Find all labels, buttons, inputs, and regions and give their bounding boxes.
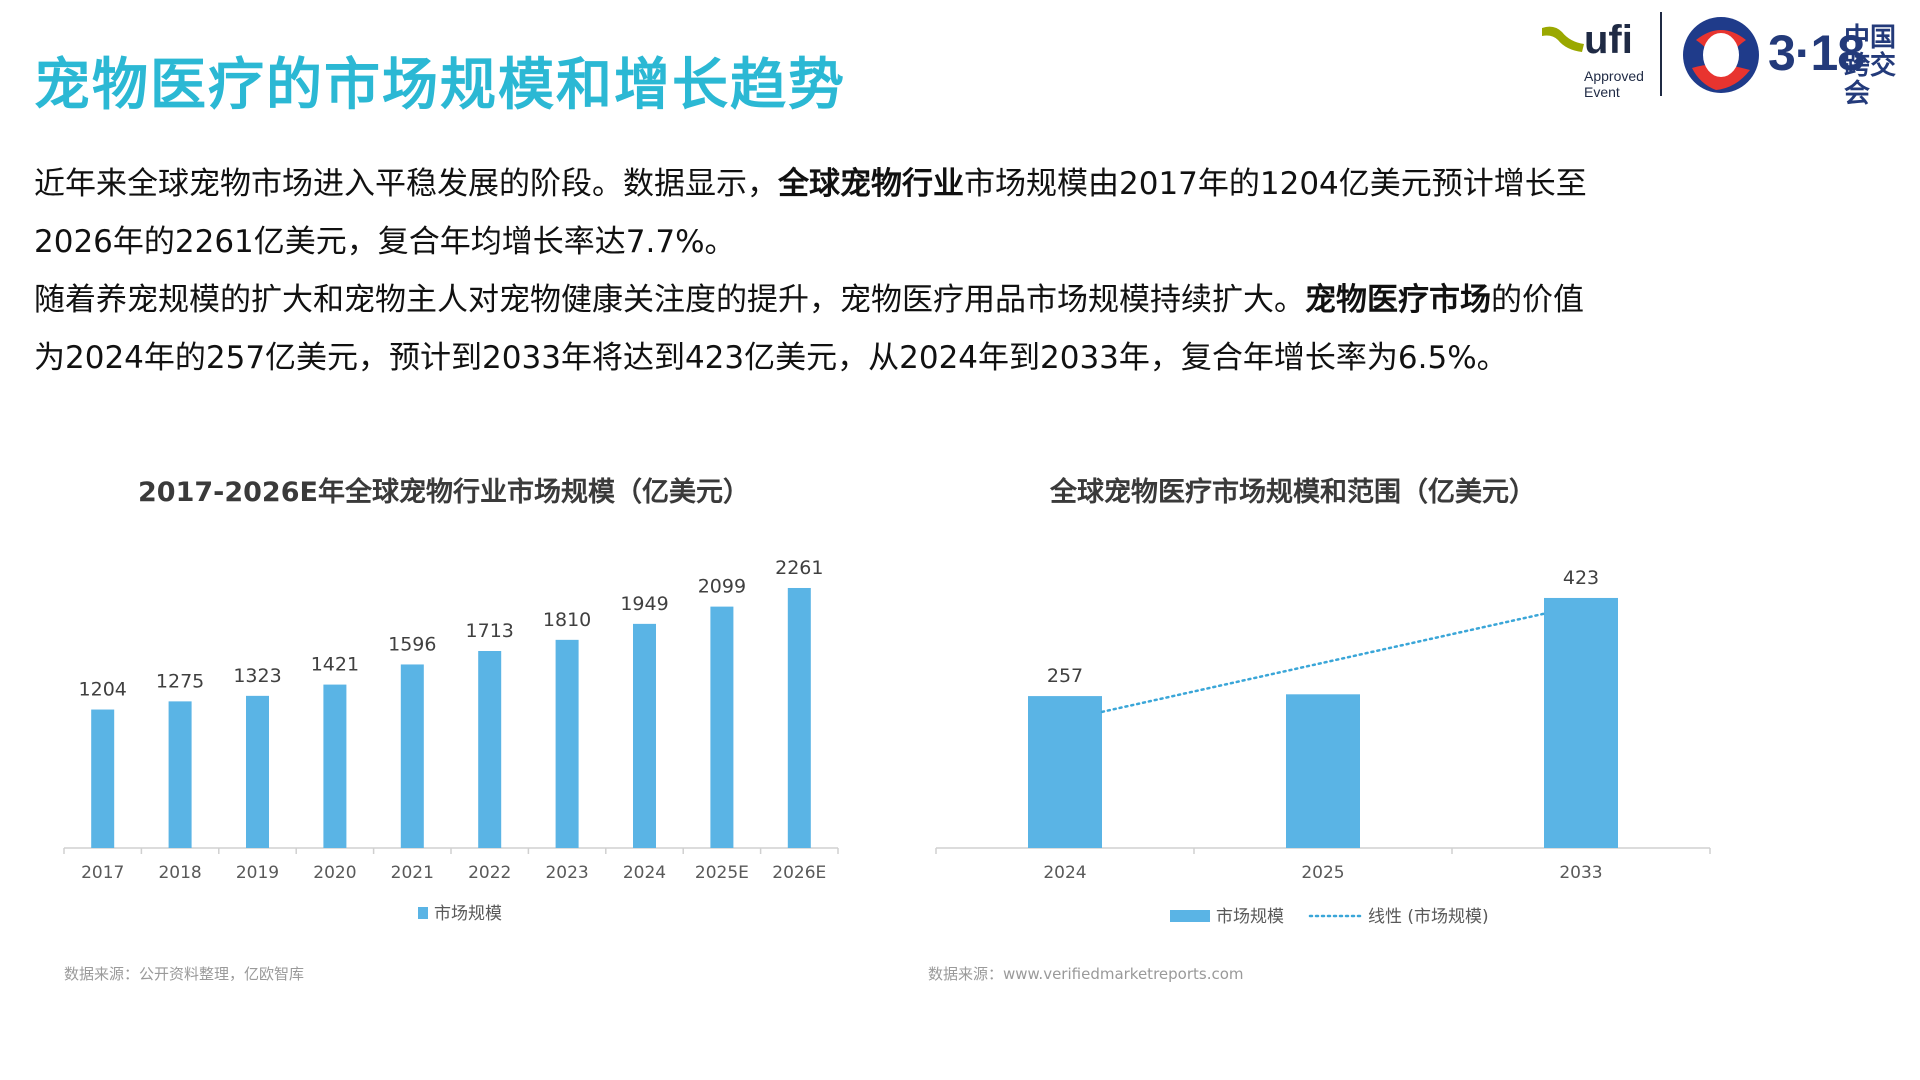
x-tick-label: 2019 bbox=[236, 863, 279, 883]
x-tick-label: 2033 bbox=[1559, 863, 1602, 883]
chart2-title: 全球宠物医疗市场规模和范围（亿美元） bbox=[1050, 477, 1536, 508]
x-tick-label: 2022 bbox=[468, 863, 511, 883]
bar bbox=[1286, 694, 1360, 848]
data-label: 1810 bbox=[543, 609, 591, 631]
legend-label: 市场规模 bbox=[434, 904, 502, 924]
ufi-subtitle: Approved Event bbox=[1584, 68, 1644, 100]
legend-trend-label: 线性 (市场规模) bbox=[1368, 907, 1489, 927]
data-label: 1713 bbox=[466, 620, 514, 642]
legend-swatch bbox=[418, 907, 428, 919]
bar bbox=[91, 709, 115, 848]
x-tick-label: 2018 bbox=[158, 863, 201, 883]
x-tick-label: 2026E bbox=[772, 863, 826, 883]
expo-cn-line2: 跨交会 bbox=[1844, 51, 1897, 109]
paragraph-line-1: 近年来全球宠物市场进入平稳发展的阶段。数据显示，全球宠物行业市场规模由2017年… bbox=[34, 166, 1587, 202]
expo-logo: 3·18 中国 跨交会 bbox=[1676, 10, 1916, 108]
bar bbox=[478, 651, 502, 848]
ufi-mark-icon bbox=[1542, 26, 1584, 52]
bar bbox=[1028, 696, 1102, 848]
trendline bbox=[1100, 612, 1546, 714]
bar bbox=[1544, 597, 1618, 848]
bar bbox=[246, 695, 269, 848]
legend-swatch bbox=[1170, 910, 1210, 922]
bar bbox=[400, 664, 424, 848]
x-tick-label: 2024 bbox=[1043, 863, 1086, 883]
bar bbox=[710, 606, 734, 848]
chart1-title: 2017-2026E年全球宠物行业市场规模（亿美元） bbox=[138, 477, 750, 508]
paragraph-line-3: 随着养宠规模的扩大和宠物主人对宠物健康关注度的提升，宠物医疗用品市场规模持续扩大… bbox=[34, 282, 1584, 318]
data-label: 1275 bbox=[156, 670, 204, 692]
data-label: 2099 bbox=[698, 576, 746, 598]
x-tick-label: 2017 bbox=[81, 863, 124, 883]
ufi-sub-line2: Event bbox=[1584, 84, 1620, 100]
bar bbox=[323, 684, 347, 848]
data-label: 1421 bbox=[311, 654, 359, 676]
data-label: 423 bbox=[1563, 567, 1599, 589]
ufi-sub-line1: Approved bbox=[1584, 68, 1644, 84]
x-tick-label: 2023 bbox=[545, 863, 588, 883]
logo-divider bbox=[1660, 12, 1662, 96]
expo-cn: 中国 跨交会 bbox=[1844, 24, 1916, 108]
chart1-svg: 1204 2017 1275 2018 1323 2019 1421 2020 1596 2021… bbox=[63, 557, 839, 924]
x-tick-label: 2025E bbox=[695, 863, 749, 883]
x-tick-label: 2021 bbox=[391, 863, 434, 883]
data-label: 1596 bbox=[388, 633, 436, 655]
page-title: 宠物医疗的市场规模和增长趋势 bbox=[34, 53, 846, 118]
data-label: 1204 bbox=[79, 679, 127, 701]
legend-label: 市场规模 bbox=[1216, 907, 1284, 927]
bar bbox=[555, 639, 579, 848]
data-label: 1323 bbox=[233, 665, 281, 687]
expo-cn-line1: 中国 bbox=[1844, 23, 1897, 53]
data-label: 1949 bbox=[620, 593, 668, 615]
paragraph-line-2: 2026年的2261亿美元，复合年均增长率达7.7%。 bbox=[34, 224, 736, 260]
chart2-svg: 257 2024 2025 423 2033 市场规模 线性 (市场规模) bbox=[935, 567, 1711, 927]
bar bbox=[633, 623, 656, 848]
data-label: 257 bbox=[1047, 665, 1083, 687]
x-tick-label: 2024 bbox=[623, 863, 666, 883]
paragraph-line-4: 为2024年的257亿美元，预计到2033年将达到423亿美元，从2024年到2… bbox=[34, 340, 1508, 376]
chart1-source: 数据来源：公开资料整理，亿欧智库 bbox=[64, 965, 305, 983]
expo-globe-icon bbox=[1683, 17, 1759, 93]
x-tick-label: 2020 bbox=[313, 863, 356, 883]
bar bbox=[787, 587, 811, 848]
x-tick-label: 2025 bbox=[1301, 863, 1344, 883]
ufi-logo: ufi Approved Event bbox=[1540, 14, 1670, 104]
ufi-name: ufi bbox=[1584, 18, 1633, 62]
bar bbox=[168, 701, 192, 848]
expo-number: 3·18 bbox=[1768, 25, 1865, 81]
data-label: 2261 bbox=[775, 557, 823, 579]
chart2-source: 数据来源：www.verifiedmarketreports.com bbox=[928, 965, 1244, 983]
